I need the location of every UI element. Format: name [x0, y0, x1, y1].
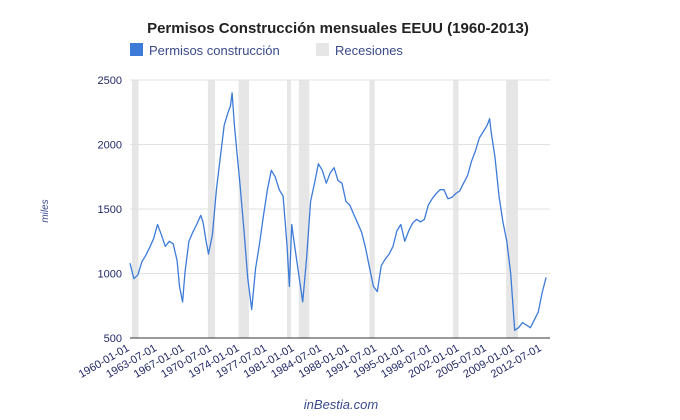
- y-tick-label: 1000: [98, 269, 122, 281]
- x-axis-ticks: 1960-01-011963-07-011967-01-011970-07-01…: [77, 342, 544, 381]
- credit-text: inBestia.com: [304, 397, 379, 412]
- y-axis-ticks: 500 1000 1500 2000 2500: [98, 75, 122, 345]
- y-tick-label: 2500: [98, 75, 122, 87]
- gridlines: [130, 79, 550, 339]
- legend: Permisos construcción Recesiones: [130, 43, 403, 58]
- y-axis-label: miles: [40, 199, 51, 222]
- y-tick-label: 1500: [98, 204, 122, 216]
- legend-swatch-recessions: [316, 43, 329, 56]
- y-tick-label: 2000: [98, 140, 122, 152]
- chart-title: Permisos Construcción mensuales EEUU (19…: [147, 20, 529, 37]
- legend-label-series: Permisos construcción: [149, 43, 280, 58]
- y-tick-label: 500: [104, 333, 122, 345]
- series-line: [129, 92, 547, 331]
- series-layer: [129, 92, 547, 331]
- legend-label-recessions: Recesiones: [335, 43, 403, 58]
- legend-swatch-series: [130, 43, 143, 56]
